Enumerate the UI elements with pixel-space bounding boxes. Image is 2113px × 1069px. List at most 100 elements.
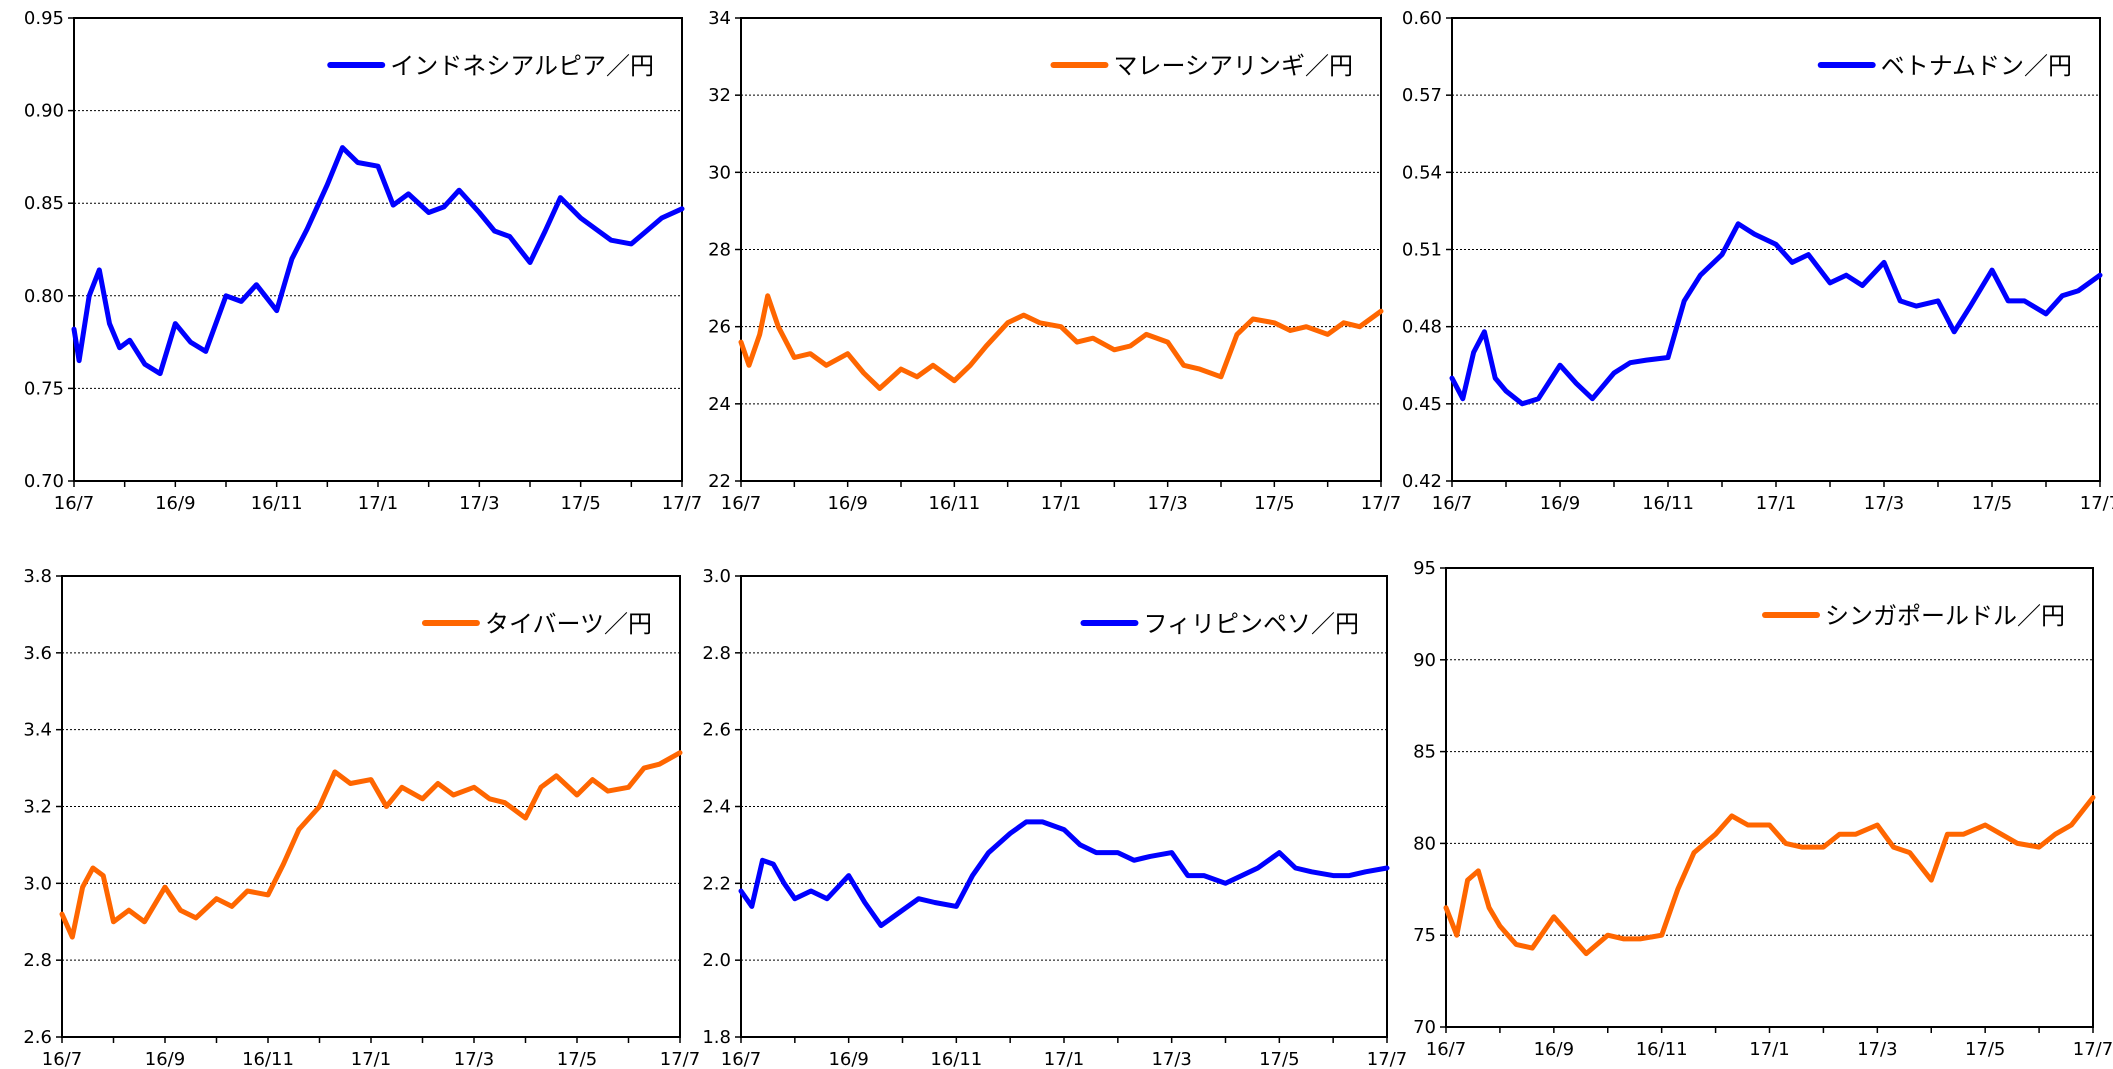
y-tick-label: 0.85 — [24, 193, 64, 214]
x-tick-label: 16/11 — [930, 1049, 982, 1069]
x-tick-label: 16/11 — [1642, 493, 1694, 514]
y-tick-label: 0.75 — [24, 378, 64, 399]
chart-1: 0.70 0.75 0.80 0.85 0.90 0.95 16/7 16/9 16/11 17/… — [24, 8, 702, 514]
y-tick-label: 3.2 — [23, 797, 52, 818]
y-tick-label: 0.80 — [24, 286, 64, 307]
plot-area — [1445, 567, 2094, 1028]
y-tick-label: 95 — [1413, 558, 1436, 579]
x-tick-label: 16/7 — [1432, 493, 1472, 514]
x-tick-label: 17/5 — [1254, 493, 1294, 514]
y-tick-label: 0.60 — [1402, 8, 1442, 29]
x-tick-label: 17/3 — [1864, 493, 1904, 514]
x-tick-label: 16/7 — [54, 493, 94, 514]
x-tick-label: 17/3 — [1857, 1039, 1897, 1060]
y-tick-label: 3.6 — [23, 643, 52, 664]
y-tick-label: 3.0 — [23, 873, 52, 894]
y-tick-label: 0.57 — [1402, 85, 1442, 106]
legend-label: マレーシアリンギ／円 — [1113, 52, 1353, 80]
x-tick-label: 16/9 — [1534, 1039, 1574, 1060]
y-tick-label: 0.48 — [1402, 317, 1442, 338]
y-tick-label: 1.8 — [702, 1027, 731, 1048]
x-tick-label: 16/9 — [827, 493, 867, 514]
y-tick-label: 22 — [708, 471, 731, 492]
y-tick-label: 2.0 — [702, 950, 731, 971]
x-tick-label: 16/7 — [1426, 1039, 1466, 1060]
x-tick-label: 16/9 — [1540, 493, 1580, 514]
y-tick-label: 3.8 — [23, 566, 52, 587]
x-tick-label: 17/7 — [1361, 493, 1401, 514]
legend-label: タイバーツ／円 — [485, 610, 652, 638]
series-line — [71, 145, 685, 377]
y-tick-label: 70 — [1413, 1017, 1436, 1038]
legend-label: ベトナムドン／円 — [1881, 52, 2072, 80]
series-line — [59, 750, 683, 940]
x-tick-label: 17/3 — [459, 493, 499, 514]
y-tick-label: 0.70 — [24, 471, 64, 492]
x-tick-label: 16/11 — [928, 493, 980, 514]
x-tick-label: 16/7 — [721, 1049, 761, 1069]
series-line — [1443, 795, 2096, 957]
y-tick-label: 24 — [708, 394, 731, 415]
plot-area — [740, 575, 1388, 1038]
x-tick-label: 16/9 — [155, 493, 195, 514]
chart-2: 22 24 26 28 30 32 34 16/7 16/9 16/11 17/1 17/3 17/5 1… — [708, 8, 1401, 514]
y-tick-label: 2.6 — [23, 1027, 52, 1048]
y-tick-label: 3.0 — [702, 566, 731, 587]
y-tick-label: 30 — [708, 162, 731, 183]
y-tick-label: 26 — [708, 317, 731, 338]
x-tick-label: 17/1 — [1756, 493, 1796, 514]
legend-label: シンガポールドル／円 — [1825, 602, 2065, 630]
x-tick-label: 16/9 — [145, 1049, 185, 1069]
x-tick-label: 17/3 — [1147, 493, 1187, 514]
y-tick-label: 2.6 — [702, 720, 731, 741]
x-tick-label: 17/7 — [662, 493, 702, 514]
y-tick-label: 2.2 — [702, 873, 731, 894]
x-tick-label: 17/1 — [1044, 1049, 1084, 1069]
y-tick-label: 0.90 — [24, 101, 64, 122]
y-tick-label: 0.95 — [24, 8, 64, 29]
plot-area — [73, 17, 683, 482]
y-tick-label: 34 — [708, 8, 731, 29]
x-tick-label: 17/1 — [1041, 493, 1081, 514]
x-tick-label: 17/3 — [454, 1049, 494, 1069]
y-tick-label: 28 — [708, 240, 731, 261]
y-tick-label: 2.8 — [702, 643, 731, 664]
x-tick-label: 17/5 — [1972, 493, 2012, 514]
x-tick-label: 17/5 — [560, 493, 600, 514]
y-tick-label: 0.51 — [1402, 240, 1442, 261]
chart-3: 0.42 0.45 0.48 0.51 0.54 0.57 0.60 16/7 16/9 16/1… — [1402, 8, 2113, 514]
series-line — [1449, 221, 2103, 407]
x-tick-label: 17/7 — [2073, 1039, 2113, 1060]
y-tick-label: 0.54 — [1402, 162, 1442, 183]
x-tick-label: 17/5 — [1965, 1039, 2005, 1060]
x-tick-label: 17/1 — [351, 1049, 391, 1069]
y-tick-label: 80 — [1413, 833, 1436, 854]
x-tick-label: 17/5 — [1259, 1049, 1299, 1069]
x-tick-label: 17/7 — [1367, 1049, 1407, 1069]
y-tick-label: 32 — [708, 85, 731, 106]
x-tick-label: 16/9 — [828, 1049, 868, 1069]
y-tick-label: 2.4 — [702, 797, 731, 818]
x-tick-label: 17/5 — [557, 1049, 597, 1069]
y-tick-label: 75 — [1413, 925, 1436, 946]
y-tick-label: 85 — [1413, 742, 1436, 763]
y-tick-label: 2.8 — [23, 950, 52, 971]
x-tick-label: 17/1 — [1749, 1039, 1789, 1060]
x-tick-label: 16/7 — [721, 493, 761, 514]
x-tick-label: 16/11 — [242, 1049, 294, 1069]
x-tick-label: 17/7 — [660, 1049, 700, 1069]
y-tick-label: 3.4 — [23, 720, 52, 741]
x-tick-label: 16/11 — [1636, 1039, 1688, 1060]
y-tick-label: 0.45 — [1402, 394, 1442, 415]
x-tick-label: 16/11 — [251, 493, 303, 514]
y-tick-label: 0.42 — [1402, 471, 1442, 492]
y-tick-label: 90 — [1413, 650, 1436, 671]
series-line — [738, 293, 1384, 391]
x-tick-label: 16/7 — [42, 1049, 82, 1069]
series-line — [738, 819, 1390, 929]
x-tick-label: 17/3 — [1151, 1049, 1191, 1069]
legend-label: フィリピンペソ／円 — [1143, 610, 1359, 638]
x-tick-label: 17/7 — [2080, 493, 2113, 514]
chart-6: 70 75 80 85 90 95 16/7 16/9 16/11 17/1 17/3 17/5 17/… — [1413, 558, 2113, 1060]
